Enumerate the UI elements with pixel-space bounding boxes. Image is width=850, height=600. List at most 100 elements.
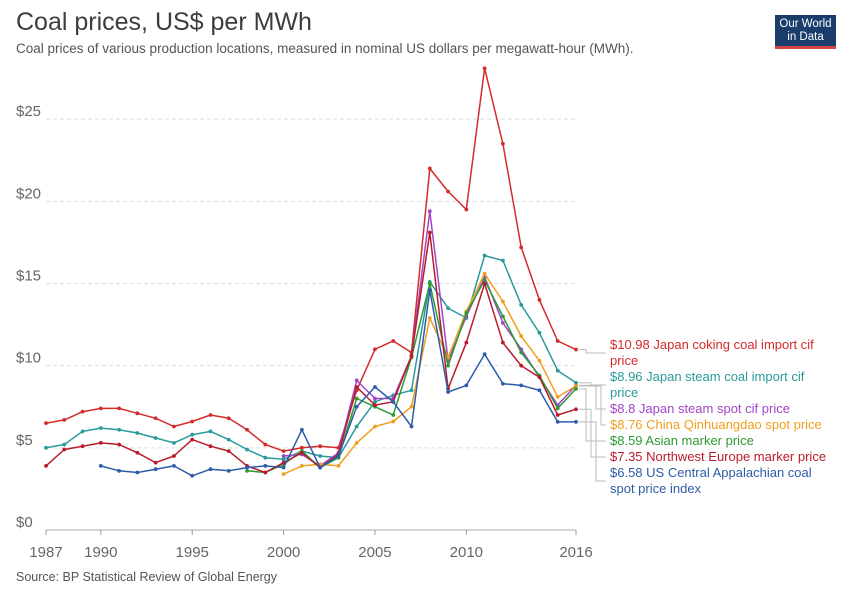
data-point[interactable] — [190, 419, 195, 424]
data-point[interactable] — [263, 442, 268, 447]
data-point[interactable] — [281, 460, 286, 465]
data-point[interactable] — [555, 413, 560, 417]
data-point[interactable] — [373, 396, 377, 401]
data-point[interactable] — [464, 311, 469, 315]
data-point[interactable] — [446, 189, 450, 194]
data-point[interactable] — [281, 457, 286, 462]
data-point[interactable] — [574, 386, 578, 391]
data-point[interactable] — [500, 299, 505, 304]
data-point[interactable] — [574, 384, 578, 388]
data-point[interactable] — [336, 464, 341, 468]
data-point[interactable] — [409, 404, 414, 409]
data-point[interactable] — [427, 281, 432, 286]
data-point[interactable] — [62, 447, 67, 452]
data-point[interactable] — [519, 350, 524, 355]
data-point[interactable] — [153, 467, 158, 472]
data-point[interactable] — [446, 306, 450, 311]
series-japan-steam-spot-cif-price[interactable] — [281, 209, 578, 468]
data-point[interactable] — [117, 406, 122, 411]
data-point[interactable] — [98, 441, 103, 445]
data-point[interactable] — [409, 353, 414, 358]
data-point[interactable] — [464, 340, 469, 345]
data-point[interactable] — [208, 413, 213, 417]
data-point[interactable] — [226, 437, 231, 442]
data-point[interactable] — [373, 399, 377, 404]
data-point[interactable] — [500, 340, 505, 345]
data-point[interactable] — [464, 383, 469, 388]
data-point[interactable] — [354, 385, 359, 389]
series-label[interactable]: $6.58 US Central Appalachian coal spot pr… — [610, 465, 812, 496]
series-line[interactable] — [283, 272, 577, 475]
data-point[interactable] — [482, 66, 487, 71]
data-point[interactable] — [409, 424, 414, 429]
data-point[interactable] — [299, 450, 304, 455]
data-point[interactable] — [190, 473, 195, 478]
data-point[interactable] — [354, 404, 359, 409]
data-point[interactable] — [464, 207, 469, 212]
data-point[interactable] — [446, 390, 450, 394]
series-label[interactable]: $8.96 Japan steam coal import cif price — [610, 369, 805, 400]
data-point[interactable] — [281, 454, 286, 458]
data-point[interactable] — [574, 419, 578, 424]
data-point[interactable] — [482, 253, 487, 258]
data-point[interactable] — [482, 352, 487, 357]
data-point[interactable] — [44, 464, 48, 468]
series-label[interactable]: $8.59 Asian marker price — [610, 433, 754, 448]
series-us-central-appalachian-coal-spot-price-index[interactable] — [98, 288, 578, 478]
data-point[interactable] — [245, 427, 249, 432]
data-point[interactable] — [537, 375, 542, 380]
data-point[interactable] — [226, 468, 231, 473]
data-point[interactable] — [226, 416, 231, 421]
data-point[interactable] — [44, 445, 48, 450]
data-point[interactable] — [500, 321, 505, 325]
data-point[interactable] — [208, 444, 213, 449]
data-point[interactable] — [354, 424, 359, 429]
data-point[interactable] — [80, 409, 85, 414]
owid-logo[interactable]: Our World in Data — [775, 15, 836, 49]
data-point[interactable] — [354, 378, 359, 383]
data-point[interactable] — [427, 316, 432, 320]
data-point[interactable] — [354, 441, 359, 445]
data-point[interactable] — [555, 339, 560, 343]
data-point[interactable] — [519, 245, 524, 250]
series-northwest-europe-marker-price[interactable] — [44, 230, 578, 475]
data-point[interactable] — [190, 432, 195, 437]
series-line[interactable] — [283, 210, 577, 467]
data-point[interactable] — [190, 437, 195, 442]
data-point[interactable] — [482, 271, 487, 276]
data-point[interactable] — [172, 441, 176, 445]
data-point[interactable] — [555, 368, 560, 373]
data-point[interactable] — [208, 429, 213, 434]
data-point[interactable] — [427, 209, 432, 214]
data-point[interactable] — [117, 427, 122, 432]
data-point[interactable] — [80, 444, 85, 449]
data-point[interactable] — [519, 363, 524, 368]
data-point[interactable] — [281, 449, 286, 454]
data-point[interactable] — [263, 464, 268, 468]
data-point[interactable] — [245, 468, 249, 473]
series-line[interactable] — [45, 231, 577, 474]
data-point[interactable] — [299, 427, 304, 432]
data-point[interactable] — [373, 403, 377, 408]
data-point[interactable] — [555, 406, 560, 411]
data-point[interactable] — [62, 417, 67, 422]
data-point[interactable] — [354, 396, 359, 401]
data-point[interactable] — [555, 419, 560, 424]
data-point[interactable] — [409, 388, 414, 393]
data-point[interactable] — [299, 445, 304, 450]
data-point[interactable] — [555, 394, 560, 399]
data-point[interactable] — [135, 431, 140, 435]
data-point[interactable] — [500, 381, 505, 386]
data-point[interactable] — [281, 465, 286, 470]
data-point[interactable] — [537, 298, 542, 302]
data-point[interactable] — [117, 468, 122, 473]
data-point[interactable] — [172, 454, 176, 458]
data-point[interactable] — [172, 464, 176, 468]
data-point[interactable] — [117, 442, 122, 447]
data-point[interactable] — [519, 334, 524, 338]
data-point[interactable] — [245, 465, 249, 470]
data-point[interactable] — [574, 380, 578, 385]
data-point[interactable] — [519, 302, 524, 307]
data-point[interactable] — [135, 450, 140, 455]
data-point[interactable] — [391, 413, 396, 417]
